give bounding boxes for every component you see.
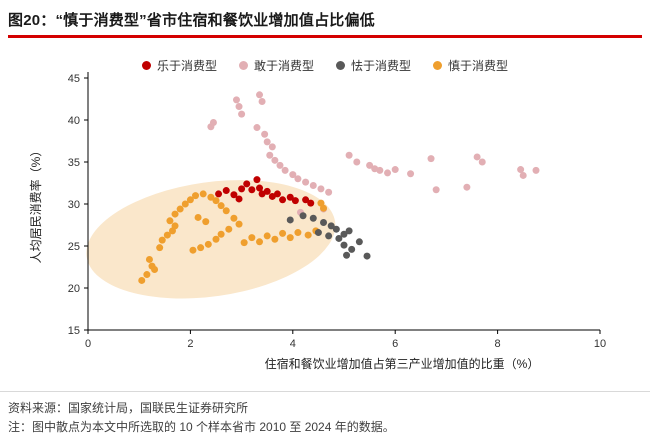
svg-text:45: 45 [68, 73, 80, 85]
svg-text:15: 15 [68, 325, 80, 337]
svg-text:人均居民消费率（%）: 人均居民消费率（%） [28, 145, 43, 264]
svg-text:2: 2 [187, 338, 193, 350]
note-line: 注：图中散点为本文中所选取的 10 个样本省市 2010 至 2024 年的数据… [8, 420, 395, 434]
svg-text:8: 8 [495, 338, 501, 350]
svg-text:35: 35 [68, 157, 80, 169]
svg-text:住宿和餐饮业增加值占第三产业增加值的比重（%）: 住宿和餐饮业增加值占第三产业增加值的比重（%） [265, 356, 540, 371]
svg-text:25: 25 [68, 241, 80, 253]
svg-text:30: 30 [68, 199, 80, 211]
svg-text:40: 40 [68, 115, 80, 127]
chart-title: 图20：“慎于消费型”省市住宿和餐饮业增加值占比偏低 [8, 12, 375, 29]
svg-text:10: 10 [594, 338, 606, 350]
scatter-chart: 0 2 4 6 8 10 15 20 25 30 35 40 45 住宿和餐饮业增加值占第三产业增加值的比… [0, 38, 650, 388]
footer: 资料来源：国家统计局，国联民生证券研究所 注：图中散点为本文中所选取的 10 个… [0, 391, 650, 443]
title-rule [8, 35, 642, 38]
source-line: 资料来源：国家统计局，国联民生证券研究所 [8, 401, 249, 415]
svg-text:0: 0 [85, 338, 91, 350]
svg-text:20: 20 [68, 283, 80, 295]
report-header: 图20：“慎于消费型”省市住宿和餐饮业增加值占比偏低 [0, 0, 650, 38]
svg-text:4: 4 [290, 338, 296, 350]
chart-svg: 0 2 4 6 8 10 15 20 25 30 35 40 45 住宿和餐饮业增加值占第三产业增加值的比… [28, 72, 606, 371]
svg-text:6: 6 [392, 338, 398, 350]
